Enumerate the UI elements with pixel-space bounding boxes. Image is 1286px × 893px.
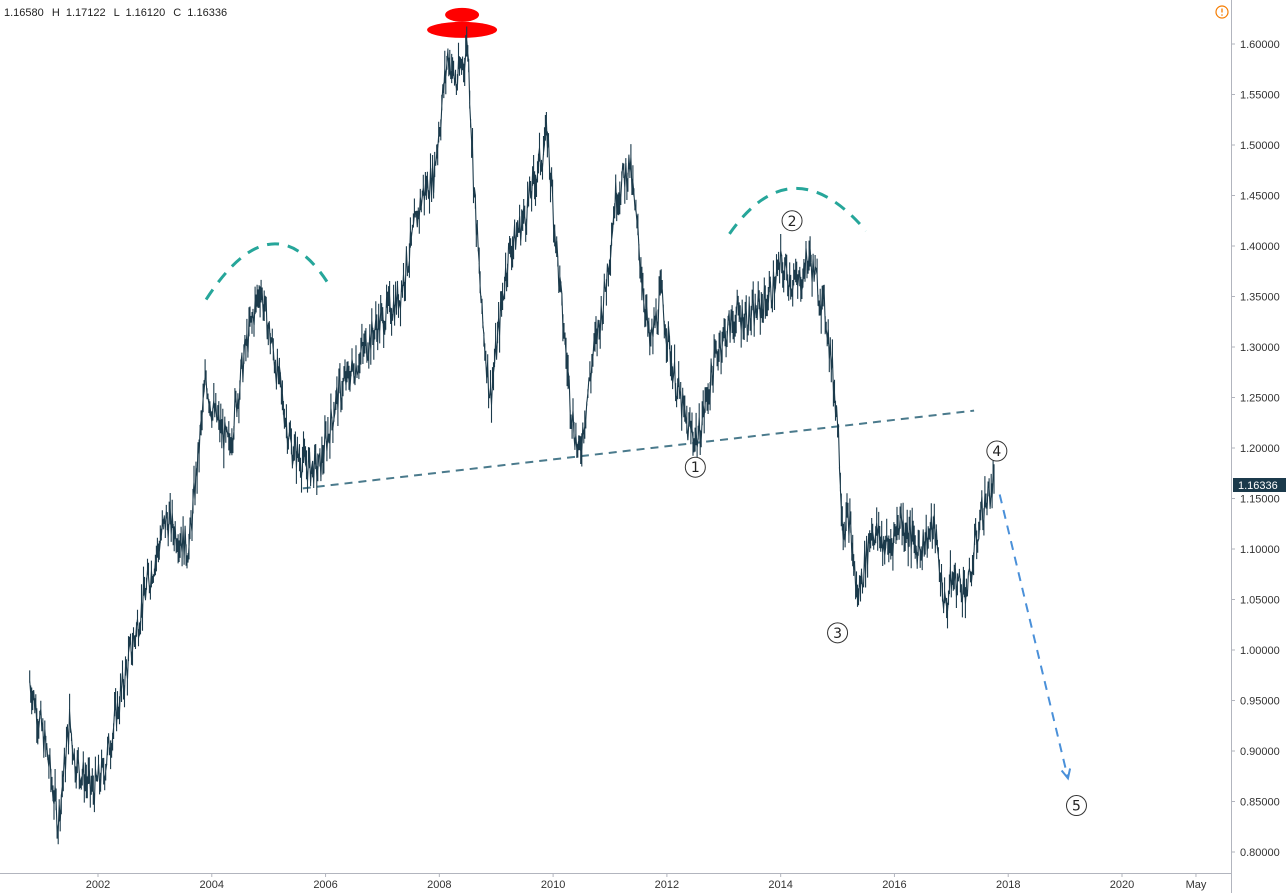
drawing-overlays <box>204 7 1072 781</box>
x-tick-label: 2008 <box>427 879 451 891</box>
y-tick-label: 0.95000 <box>1240 696 1280 708</box>
wave-label-1: 1 <box>691 460 700 476</box>
ohlc-high-value: 1.17122 <box>66 7 106 19</box>
y-tick-label: 1.25000 <box>1240 393 1280 405</box>
shoulder-arc <box>728 186 868 235</box>
y-tick-label: 1.45000 <box>1240 191 1280 203</box>
ohlc-low-value: 1.16120 <box>125 7 165 19</box>
x-tick-label: 2002 <box>86 879 110 891</box>
price-bars <box>29 26 995 845</box>
projection-arrow-line <box>998 494 1069 779</box>
wave-label-4: 4 <box>992 444 1001 460</box>
price-axis[interactable]: 1.60000 1.55000 1.50000 1.45000 1.40000 1.350… <box>1231 39 1280 859</box>
y-tick-label: 1.10000 <box>1240 544 1280 556</box>
x-tick-label: 2020 <box>1110 879 1134 891</box>
y-tick-label: 1.60000 <box>1240 39 1280 51</box>
x-tick-label: 2010 <box>541 879 565 891</box>
y-tick-label: 1.15000 <box>1240 494 1280 506</box>
y-tick-label: 1.40000 <box>1240 241 1280 253</box>
y-tick-label: 0.90000 <box>1240 746 1280 758</box>
neckline <box>302 409 975 490</box>
top-marker-lower <box>427 21 498 38</box>
wave-label-circle <box>986 440 1008 462</box>
ohlc-close-label: C <box>173 7 181 19</box>
y-tick-label: 1.00000 <box>1240 645 1280 657</box>
x-tick-label: 2004 <box>200 879 224 891</box>
x-tick-label: 2006 <box>313 879 337 891</box>
svg-text:1.16580 H 1.17122: 1.16580 H 1.17122 L 1.16120 C 1.16336 <box>4 7 227 19</box>
price-series-line <box>29 26 995 845</box>
wave-count-labels: 1 2 3 4 5 <box>684 210 1087 817</box>
ohlc-open-value: 1.16580 <box>4 7 44 19</box>
x-tick-label: 2016 <box>882 879 906 891</box>
time-axis[interactable]: 2002 2004 2006 2008 2010 2012 2014 2016 2018 2020… <box>86 873 1207 891</box>
x-tick-label: 2014 <box>768 879 792 891</box>
y-tick-label: 1.05000 <box>1240 595 1280 607</box>
wave-label-3: 3 <box>833 626 842 642</box>
wave-label-circle <box>1065 795 1087 817</box>
wave-label-circle <box>781 210 803 232</box>
info-circle-icon[interactable] <box>1215 5 1229 19</box>
ohlc-close-value: 1.16336 <box>187 7 227 19</box>
y-tick-label: 1.35000 <box>1240 292 1280 304</box>
y-tick-label: 1.55000 <box>1240 90 1280 102</box>
ohlc-low-label: L <box>114 7 120 19</box>
shoulder-arc <box>204 242 333 301</box>
last-price-badge-bg <box>1233 478 1286 493</box>
wave-label-circle <box>827 622 849 644</box>
y-tick-label: 1.30000 <box>1240 342 1280 354</box>
x-tick-label: May <box>1186 879 1207 891</box>
y-tick-label: 1.50000 <box>1240 140 1280 152</box>
y-tick-label: 1.20000 <box>1240 443 1280 455</box>
projection-arrow-head <box>1060 768 1072 781</box>
y-tick-label: 0.80000 <box>1240 847 1280 859</box>
last-price-badge: 1.16336 <box>1233 478 1286 493</box>
top-marker-upper <box>445 7 480 22</box>
y-tick-label: 0.85000 <box>1240 797 1280 809</box>
wave-label-circle <box>684 456 706 478</box>
x-tick-label: 2018 <box>996 879 1020 891</box>
ohlc-header: 1.16580 H 1.17122 L 1.16120 C 1.16336 <box>4 7 227 19</box>
ohlc-high-label: H <box>52 7 60 19</box>
x-tick-label: 2012 <box>655 879 679 891</box>
wave-label-5: 5 <box>1072 799 1081 815</box>
wave-label-2: 2 <box>788 214 797 230</box>
last-price-label: 1.16336 <box>1238 480 1278 492</box>
